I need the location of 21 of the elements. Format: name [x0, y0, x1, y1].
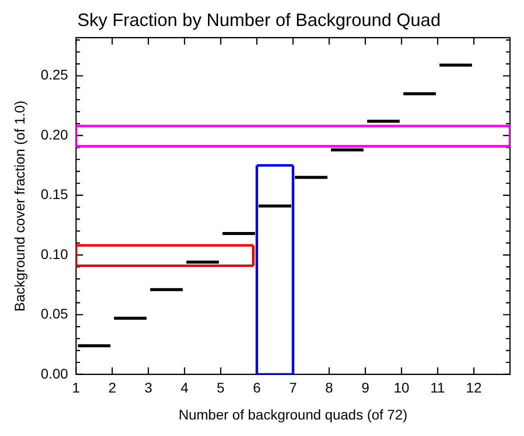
x-tick-label: 12	[466, 380, 482, 396]
x-tick-label: 10	[394, 380, 410, 396]
x-tick-label: 6	[252, 380, 261, 396]
x-tick-label: 9	[361, 380, 370, 396]
y-tick-label: 0.15	[40, 186, 68, 202]
y-tick-label: 0.25	[40, 66, 68, 83]
x-tick-label: 7	[289, 380, 298, 396]
x-tick-label: 8	[325, 380, 334, 396]
x-tick-label: 3	[144, 380, 152, 396]
y-tick-label: 0.20	[40, 126, 68, 142]
x-tick-label: 11	[430, 380, 446, 396]
x-tick-label: 1	[72, 380, 80, 396]
y-tick-label: 0.00	[40, 365, 68, 382]
x-tick-label: 2	[108, 380, 116, 396]
x-tick-label: 4	[180, 380, 189, 396]
y-tick-label: 0.05	[40, 306, 68, 322]
chart-title: Sky Fraction by Number of Background Quad	[77, 10, 441, 30]
x-tick-label: 5	[216, 380, 225, 396]
x-axis-title: Number of background quads (of 72)	[178, 406, 408, 422]
y-tick-label: 0.10	[40, 246, 68, 262]
y-axis-title: Background cover fraction (of 1.0)	[11, 100, 28, 312]
